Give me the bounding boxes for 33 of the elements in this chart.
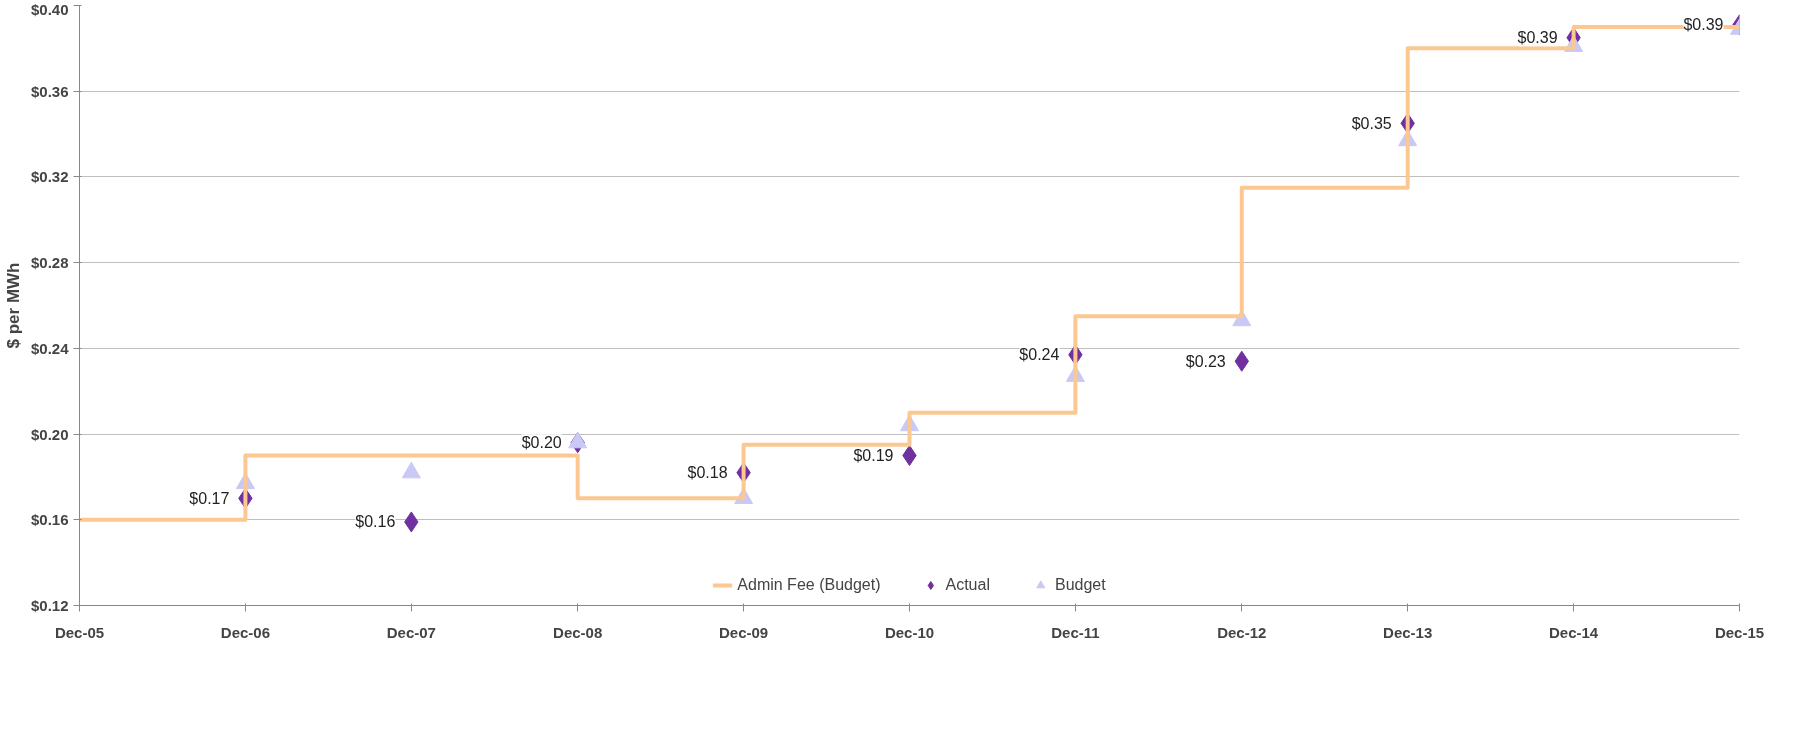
x-tick-label: Dec-14	[1548, 623, 1599, 641]
x-tick-label: Dec-09	[718, 623, 769, 641]
data-label: $0.18	[687, 464, 728, 482]
x-tick-label: Dec-10	[884, 623, 935, 641]
y-tick-label: $0.20	[30, 425, 69, 443]
x-tick-label: Dec-11	[1051, 623, 1100, 641]
y-tick-label: $0.32	[30, 168, 69, 186]
y-tick-label: $0.28	[30, 254, 69, 272]
data-label: $0.19	[853, 447, 894, 464]
data-label: $0.23	[1185, 352, 1226, 370]
data-label: $0.17	[189, 489, 230, 507]
data-label: $0.39	[1517, 29, 1558, 47]
x-tick-label: Dec-06	[220, 623, 271, 641]
y-tick-label: $0.24	[30, 339, 70, 357]
y-axis-title: $ per MWh	[3, 262, 23, 349]
x-tick-label: Dec-13	[1383, 623, 1433, 641]
legend-label: Admin Fee (Budget)	[737, 576, 881, 594]
data-label: $0.39	[1683, 16, 1724, 34]
x-tick-label: Dec-05	[54, 623, 105, 641]
y-tick-label: $0.36	[30, 82, 69, 100]
x-tick-label: Dec-15	[1714, 623, 1765, 641]
x-tick-label: Dec-12	[1217, 623, 1267, 641]
data-label: $0.24	[1019, 346, 1060, 364]
x-tick-label: Dec-08	[553, 623, 603, 641]
legend-label: Actual	[945, 576, 990, 594]
y-tick-label: $0.16	[30, 511, 69, 529]
legend-label: Budget	[1054, 576, 1106, 594]
y-tick-label: $0.12	[30, 597, 69, 614]
data-label: $0.35	[1351, 114, 1392, 132]
x-tick-label: Dec-07	[386, 623, 436, 641]
data-label: $0.16	[355, 513, 396, 531]
data-label: $0.20	[521, 434, 562, 452]
y-tick-label: $0.40	[30, 0, 69, 18]
